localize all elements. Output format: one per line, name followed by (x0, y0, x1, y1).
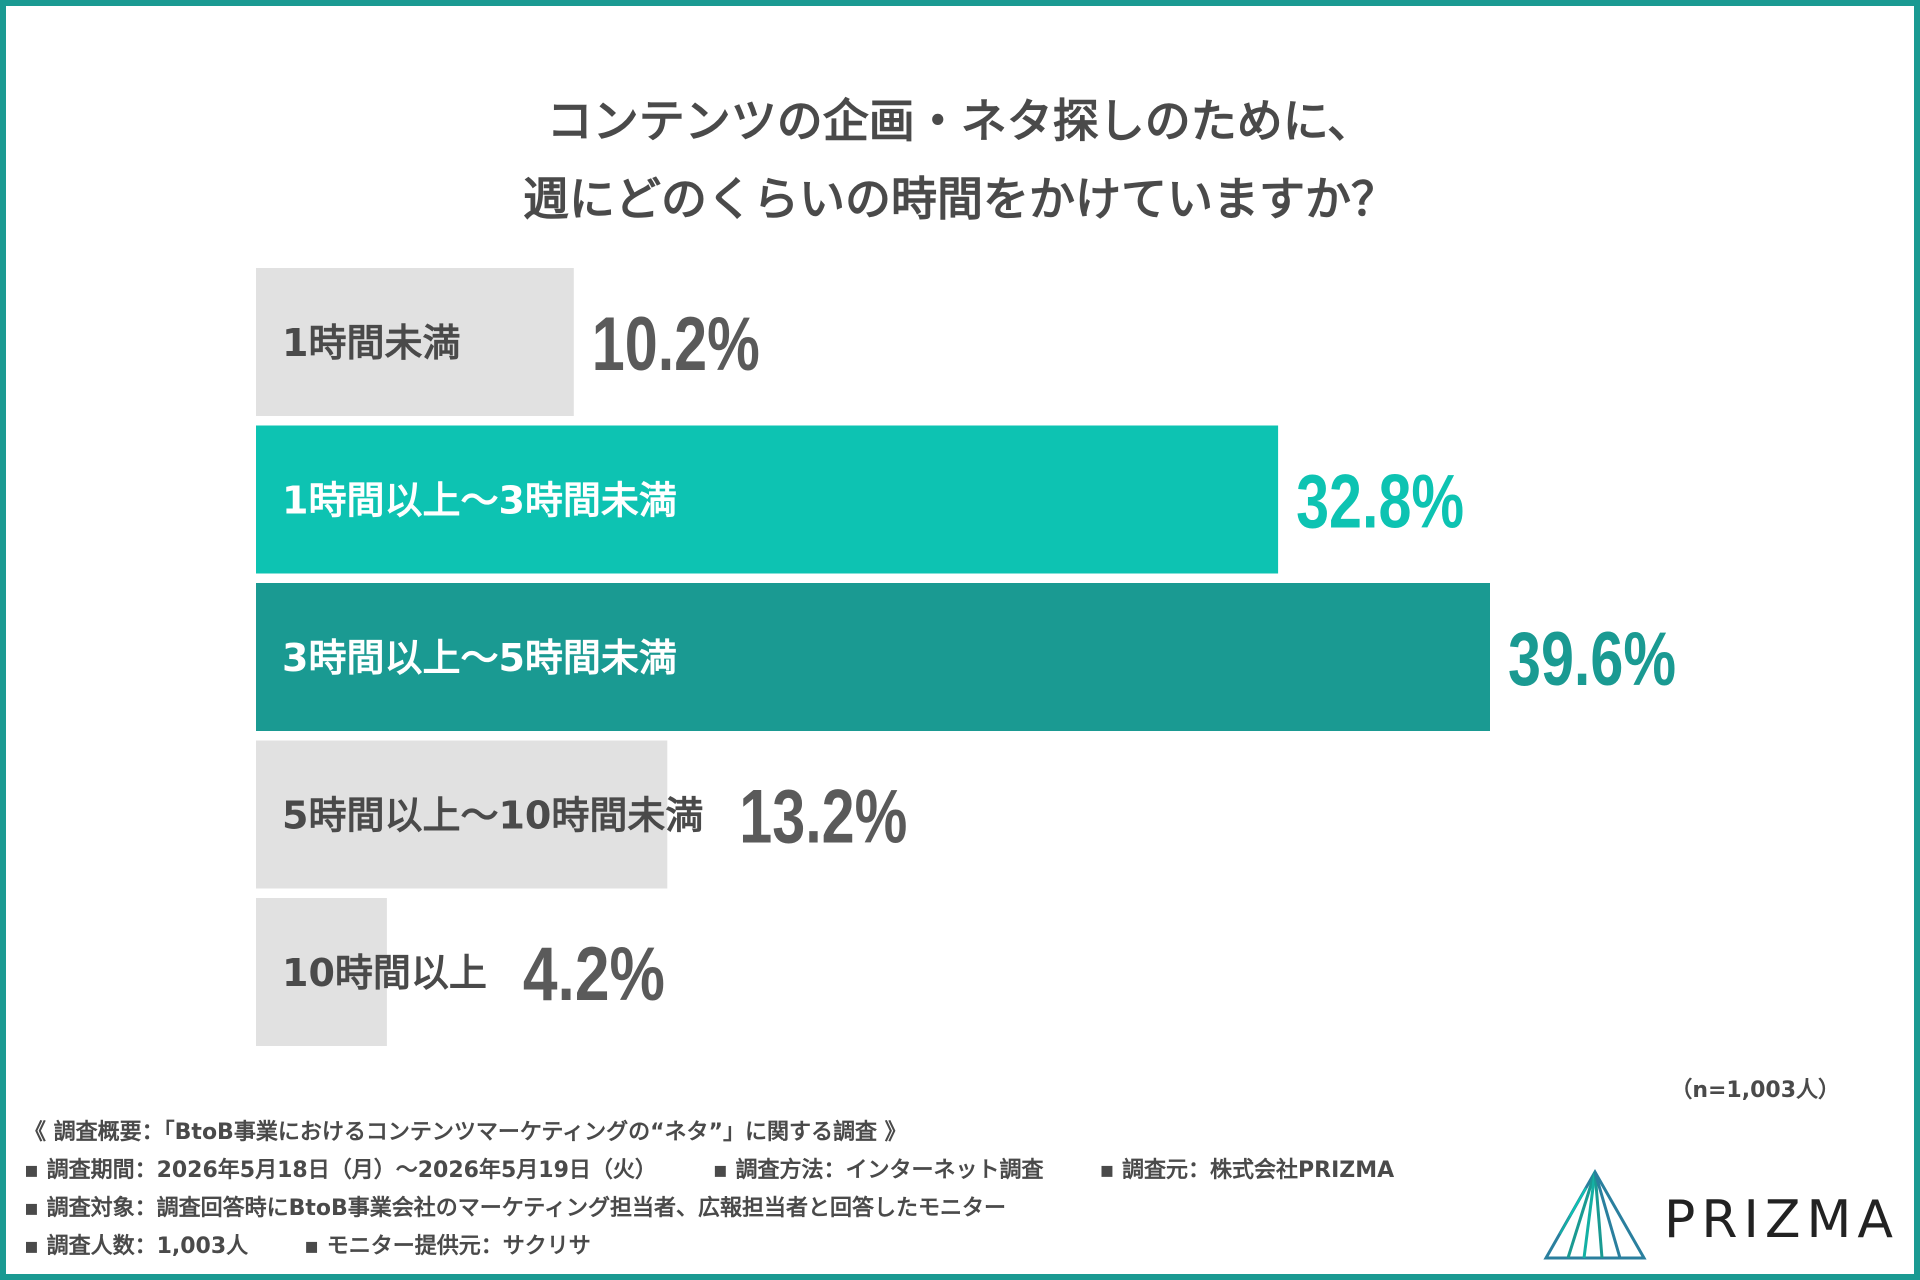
category-label-1: 1時間以上～3時間未満 (282, 479, 677, 523)
survey-source: ▪ 調査元：株式会社PRIZMA (1099, 1158, 1395, 1183)
category-label-4: 10時間以上 (282, 951, 487, 995)
value-label-1: 32.8% (1296, 460, 1464, 545)
bar-1 (256, 425, 1279, 574)
survey-count: ▪ 調査人数：1,003人 (24, 1234, 249, 1259)
survey-method: ▪ 調査方法：インターネット調査 (712, 1158, 1044, 1183)
chart-title: コンテンツの企画・ネタ探しのために、 週にどのくらいの時間をかけていますか？ (0, 82, 1920, 238)
sample-size-note: （n=1,003人） (1670, 1078, 1840, 1103)
category-label-3: 5時間以上～10時間未満 (282, 794, 703, 838)
survey-notes: 《 調査概要：「BtoB事業におけるコンテンツマーケティングの“ネタ”」に関する… (24, 1114, 1394, 1266)
survey-row-2: ▪ 調査期間：2026年5月18日（月）～2026年5月19日（火） ▪ 調査方法… (24, 1152, 1394, 1190)
prizma-logo-icon (1543, 1168, 1647, 1260)
bar-3 (256, 740, 668, 889)
bar-4 (256, 898, 387, 1046)
survey-overview: 《 調査概要：「BtoB事業におけるコンテンツマーケティングの“ネタ”」に関する… (24, 1120, 907, 1145)
category-label-0: 1時間未満 (282, 321, 460, 365)
survey-provider: ▪ モニター提供元：サクリサ (304, 1234, 591, 1259)
value-label-2: 39.6% (1508, 617, 1676, 702)
title-line-1: コンテンツの企画・ネタ探しのために、 (546, 94, 1374, 148)
survey-target: ▪ 調査対象：調査回答時にBtoB事業会社のマーケティング担当者、広報担当者と回… (24, 1196, 1006, 1221)
title-line-2: 週にどのくらいの時間をかけていますか？ (523, 172, 1397, 226)
bar-2 (256, 583, 1490, 731)
logo-text: PRIZMA (1664, 1190, 1899, 1250)
value-label-0: 10.2% (592, 302, 760, 387)
value-label-4: 4.2% (523, 932, 665, 1017)
survey-row-4: ▪ 調査人数：1,003人 ▪ モニター提供元：サクリサ (24, 1228, 1394, 1266)
bar-0 (256, 268, 574, 416)
value-label-3: 13.2% (739, 775, 907, 860)
prizma-logo: PRIZMA (1540, 1168, 1900, 1264)
category-label-2: 3時間以上～5時間未満 (282, 636, 677, 680)
survey-period: ▪ 調査期間：2026年5月18日（月）～2026年5月19日（火） (24, 1158, 657, 1183)
